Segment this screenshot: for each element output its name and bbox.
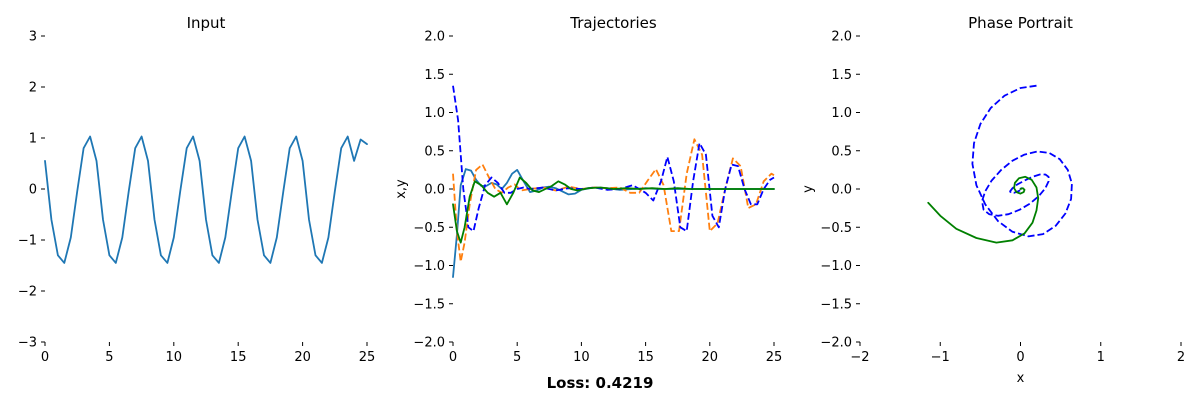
chart-2-series-3-line (452, 85, 775, 232)
chart-3-x-tick-label: 1 (1097, 350, 1105, 365)
chart-3-y-tick-label: 1.5 (831, 68, 852, 83)
chart-1-y-tick-label: 3 (29, 30, 37, 45)
chart-3-x-tick-label: 2 (1177, 350, 1185, 365)
chart-2-y-tick-label: −1.0 (413, 259, 445, 274)
chart-3-y-axis-label: y (801, 185, 816, 193)
chart-3-series-2-line (927, 175, 1040, 244)
chart-3-y-tick-label: 0.5 (831, 144, 852, 159)
chart-2-x-tick-label: 5 (513, 350, 521, 365)
chart-2-y-tick-label: 1.5 (424, 68, 445, 83)
chart-3-x-tick-label: 0 (1016, 350, 1024, 365)
chart-3-title: Phase Portrait (968, 14, 1073, 32)
chart-2-y-tick-label: 0.0 (424, 183, 445, 198)
chart-1-y-tick-label: −1 (18, 234, 37, 249)
chart-1-y-tick-label: 2 (29, 81, 37, 96)
chart-3-y-tick-label: −2.0 (820, 336, 852, 351)
chart-2-y-tick-label: −0.5 (413, 221, 445, 236)
chart-3-y-tick-label: −1.0 (820, 259, 852, 274)
chart-1-y-tick-label: 0 (29, 183, 37, 198)
chart-1-x-tick-label: 15 (230, 350, 247, 365)
chart-2-y-tick-label: −2.0 (413, 336, 445, 351)
chart-2-x-tick-label: 0 (449, 350, 457, 365)
chart-1-x-tick-label: 10 (166, 350, 183, 365)
chart-2-x-tick-label: 10 (573, 350, 590, 365)
chart-1-x-tick-label: 0 (41, 350, 49, 365)
chart-1-x-tick-label: 25 (359, 350, 376, 365)
chart-2-series-1-line (452, 168, 775, 278)
chart-3-y-tick-label: 0.0 (831, 183, 852, 198)
chart-2-x-tick-label: 15 (637, 350, 654, 365)
chart-2-title: Trajectories (569, 14, 657, 32)
chart-3-y-tick-label: −0.5 (820, 221, 852, 236)
chart-3-x-axis-label: x (1017, 371, 1025, 386)
loss-label: Loss: 0.4219 (547, 374, 654, 392)
chart-2-y-tick-label: −1.5 (413, 297, 445, 312)
chart-2-y-tick-label: 2.0 (424, 30, 445, 45)
chart-2-x-tick-label: 20 (702, 350, 719, 365)
chart-1-x-tick-label: 20 (294, 350, 311, 365)
chart-1-y-tick-label: 1 (29, 132, 37, 147)
chart-2-y-tick-label: 0.5 (424, 144, 445, 159)
chart-3-x-tick-label: −1 (931, 350, 950, 365)
chart-2-y-axis-label: x,y (394, 179, 409, 199)
chart-2-x-tick-label: 25 (766, 350, 783, 365)
chart-1-series-1-line (44, 135, 368, 264)
chart-1-y-tick-label: −3 (18, 336, 37, 351)
chart-3-y-tick-label: −1.5 (820, 297, 852, 312)
chart-2-series-4-line (452, 176, 775, 244)
chart-3-y-tick-label: 1.0 (831, 106, 852, 121)
chart-2-y-tick-label: 1.0 (424, 106, 445, 121)
chart-3-x-tick-label: −2 (850, 350, 869, 365)
chart-1-x-tick-label: 5 (105, 350, 113, 365)
chart-1-y-tick-label: −2 (18, 285, 37, 300)
chart-3-series-1-line (971, 84, 1073, 238)
chart-1-title: Input (187, 14, 226, 32)
chart-2-series-2-line (452, 138, 775, 263)
chart-3-y-tick-label: 2.0 (831, 30, 852, 45)
